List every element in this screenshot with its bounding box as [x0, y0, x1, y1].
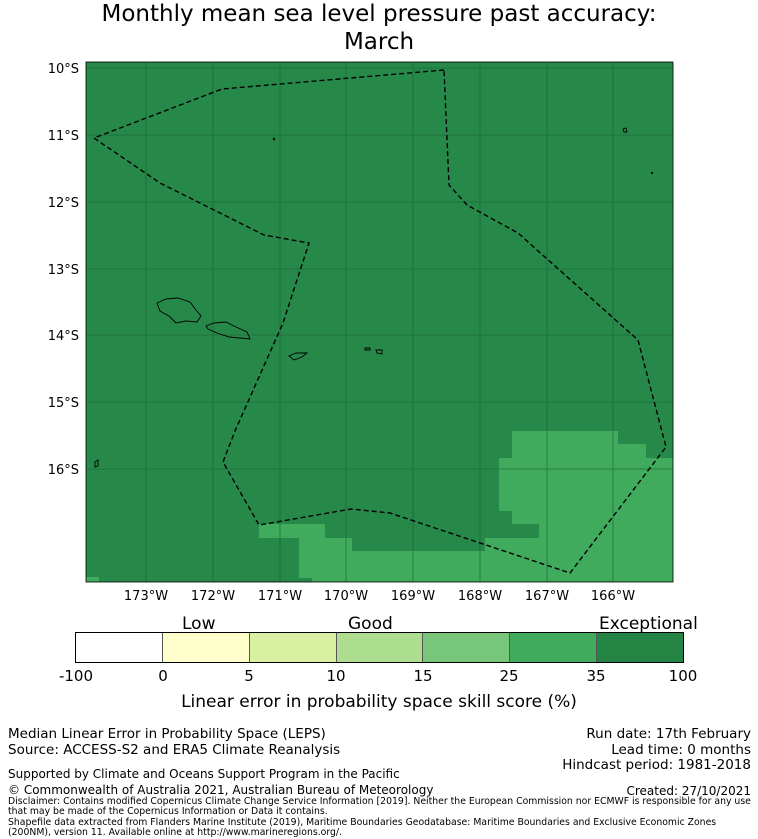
island-tutuila	[288, 352, 309, 361]
island-small-3	[94, 459, 99, 468]
footer-lead-time: Lead time: 0 months	[611, 742, 751, 758]
island-small-1	[272, 137, 276, 141]
disclaimer: Disclaimer: Contains modified Copernicus…	[8, 796, 756, 839]
lat-label: 11°S	[48, 129, 79, 144]
lon-label: 166°W	[591, 589, 635, 604]
footer-hindcast: Hindcast period: 1981-2018	[562, 757, 751, 773]
island-upolu	[205, 321, 251, 340]
graticule	[86, 62, 673, 582]
lon-label: 170°W	[324, 589, 368, 604]
colorbar-tick-label: 35	[586, 667, 606, 685]
disclaimer-shapefile: Shapefile data extracted from Flanders M…	[8, 816, 717, 839]
lon-label: 168°W	[458, 589, 502, 604]
title-line-2: March	[343, 29, 415, 55]
footer-support: Supported by Climate and Oceans Support …	[8, 767, 400, 781]
lat-label: 15°S	[48, 396, 79, 411]
colorbar-category-low: Low	[182, 614, 216, 634]
lon-label: 171°W	[258, 589, 302, 604]
colorbar-segment	[510, 633, 598, 662]
colorbar-category-good: Good	[348, 614, 393, 634]
map: 10°S 11°S 12°S 13°S 14°S 15°S 16°S 173°W…	[48, 61, 674, 604]
colorbar-tick-label: 0	[158, 667, 168, 685]
colorbar-tick-label: 25	[499, 667, 519, 685]
chart-title: Monthly mean sea level pressure past acc…	[0, 0, 758, 56]
footer-method: Median Linear Error in Probability Space…	[8, 726, 326, 742]
map-frame	[85, 61, 674, 583]
title-line-1: Monthly mean sea level pressure past acc…	[101, 1, 657, 27]
lat-label: 10°S	[48, 62, 79, 77]
colorbar-segment	[423, 633, 511, 662]
islands	[94, 127, 654, 468]
island-ofu	[364, 347, 371, 351]
colorbar-segment	[162, 633, 250, 662]
lat-labels: 10°S 11°S 12°S 13°S 14°S 15°S 16°S	[48, 62, 79, 478]
colorbar-tick-label: 100	[668, 667, 698, 685]
footer-copyright: © Commonwealth of Australia 2021, Austra…	[8, 783, 434, 797]
lat-label: 13°S	[48, 263, 79, 278]
lat-label: 14°S	[48, 329, 79, 344]
lat-label: 16°S	[48, 463, 79, 478]
colorbar-tick-label: 10	[326, 667, 346, 685]
footer-run-date: Run date: 17th February	[586, 726, 751, 742]
island-savaii	[156, 297, 202, 324]
colorbar-tick-label: 5	[244, 667, 254, 685]
colorbar	[75, 632, 684, 663]
disclaimer-copernicus: Disclaimer: Contains modified Copernicus…	[8, 796, 751, 818]
colorbar-title: Linear error in probability space skill …	[181, 692, 577, 712]
footer-source: Source: ACCESS-S2 and ERA5 Climate Reana…	[8, 742, 341, 758]
colorbar-tick-label: -100	[58, 667, 94, 685]
colorbar-segment	[597, 633, 684, 662]
colorbar-segment	[76, 633, 163, 662]
lon-label: 167°W	[525, 589, 569, 604]
island-swains	[622, 127, 628, 133]
lat-label: 12°S	[48, 196, 79, 211]
colorbar-category-exceptional: Exceptional	[599, 614, 698, 634]
island-tau	[375, 349, 383, 355]
lon-labels: 173°W 172°W 171°W 170°W 169°W 168°W 167°…	[124, 589, 635, 604]
lon-label: 169°W	[391, 589, 435, 604]
lon-label: 173°W	[124, 589, 168, 604]
island-small-2	[650, 171, 654, 175]
lon-label: 172°W	[191, 589, 235, 604]
colorbar-segment	[249, 633, 337, 662]
colorbar-segment	[336, 633, 424, 662]
footer-created: Created: 27/10/2021	[626, 784, 751, 798]
colorbar-tick-label: 15	[413, 667, 433, 685]
